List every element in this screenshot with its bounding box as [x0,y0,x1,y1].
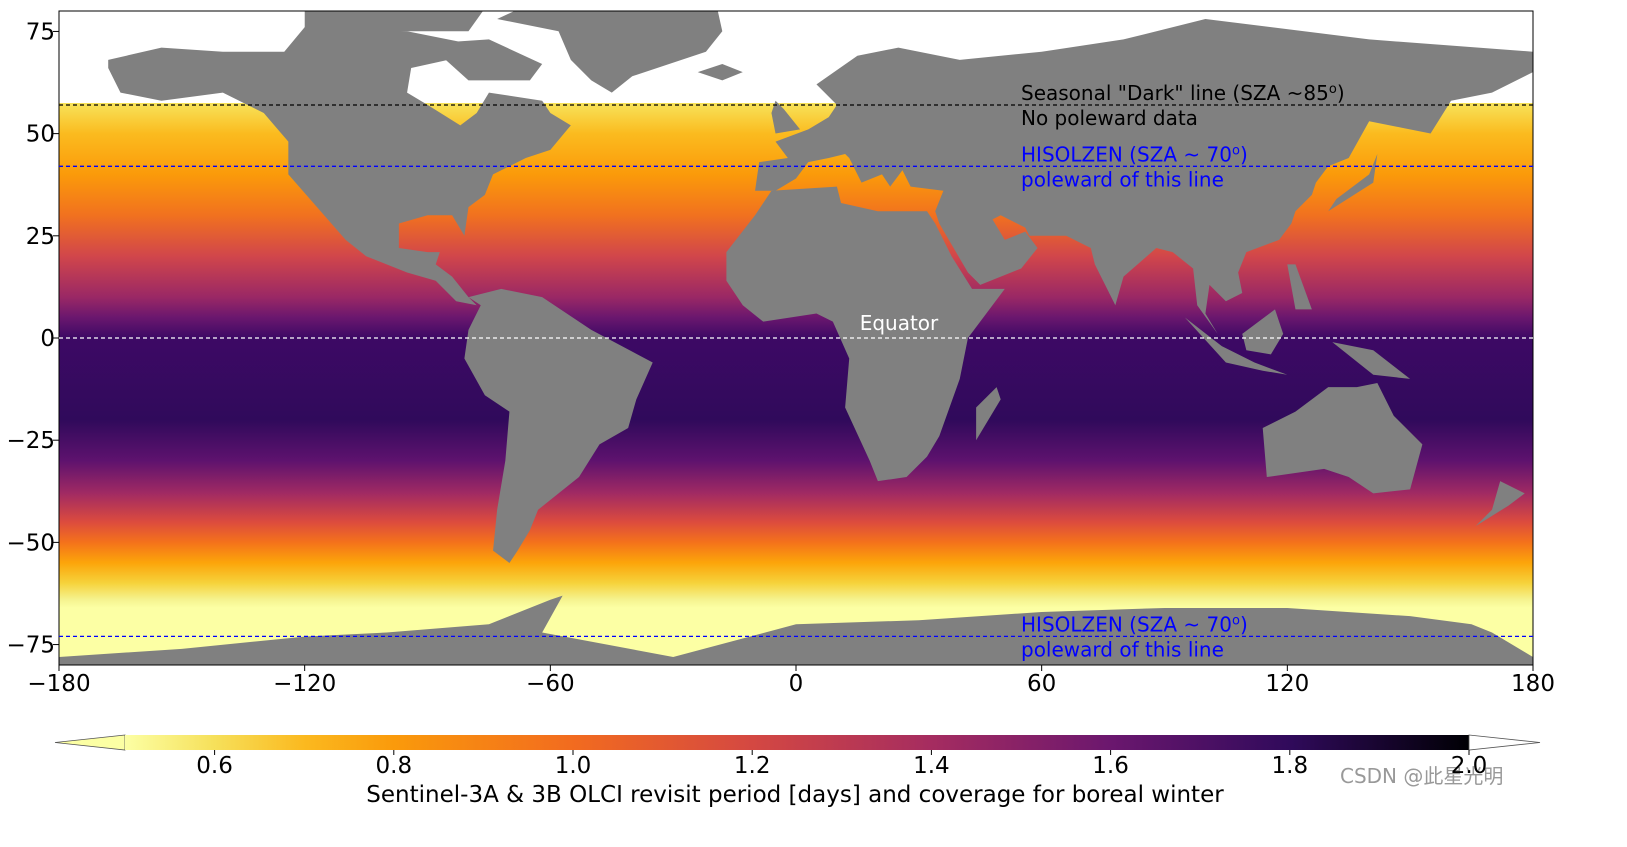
colorbar-tick-label: 0.6 [196,753,233,779]
y-tick-label: 25 [26,224,55,250]
y-tick-label: −25 [6,428,55,454]
y-tick-label: −50 [6,530,55,556]
madagascar [976,387,1001,441]
sumatra-java [1184,317,1288,375]
japan [1328,153,1378,212]
reference-sublabel: poleward of this line [1021,167,1224,191]
x-tick-label: −120 [273,671,336,697]
watermark: CSDN @此星光明 [1340,764,1503,788]
new-guinea [1332,342,1411,379]
africa [726,186,1005,482]
south-america [464,288,653,563]
philippines [1287,264,1312,310]
x-tick-label: 120 [1265,671,1309,697]
label-sup: o [1329,82,1337,97]
baffin [427,39,543,81]
reference-label: HISOLZEN (SZA ~ 70o) [1021,142,1248,166]
label-end: ) [1240,142,1248,166]
x-tick-label: 180 [1511,671,1555,697]
eurasia [755,18,1533,334]
reference-sublabel: No poleward data [1021,106,1198,130]
new-zealand [1475,481,1525,527]
colorbar [125,735,1469,750]
reference-sublabel: poleward of this line [1021,637,1224,661]
label-sup: o [1232,613,1240,628]
label-sup: o [1232,143,1240,158]
colorbar-extend-high [1468,734,1541,751]
colorbar-tick-label: 1.4 [913,753,950,779]
x-tick-label: 0 [789,671,804,697]
borneo [1242,309,1284,355]
label-end: ) [1240,612,1248,636]
colorbar-tick-label: 1.8 [1272,753,1309,779]
label-text: HISOLZEN (SZA ~ 70 [1021,142,1232,166]
colorbar-tick-label: 1.6 [1092,753,1129,779]
colorbar-extend-low [54,734,126,751]
arctic-islands [304,11,483,32]
reference-label: HISOLZEN (SZA ~ 70o) [1021,612,1248,636]
y-tick-label: 50 [26,122,55,148]
colorbar-tick-label: 1.0 [555,753,592,779]
y-tick-label: −75 [6,633,55,659]
colorbar-label: Sentinel-3A & 3B OLCI revisit period [da… [366,782,1224,808]
y-tick-label: 0 [40,326,55,352]
greenland [497,11,723,93]
x-tick-label: −60 [526,671,575,697]
antarctica [59,595,1533,665]
label-end: ) [1337,81,1345,105]
y-tick-label: 75 [26,19,55,45]
x-tick-label: 60 [1027,671,1056,697]
x-tick-label: −180 [27,671,90,697]
australia [1262,382,1423,494]
reference-label: Seasonal "Dark" line (SZA ~85o) [1021,81,1345,105]
colorbar-tick-label: 2.0 [1451,753,1488,779]
colorbar-tick-label: 1.2 [734,753,771,779]
reference-label: Equator [860,311,939,335]
colorbar-tick-label: 0.8 [376,753,413,779]
label-text: HISOLZEN (SZA ~ 70 [1021,612,1232,636]
iceland [697,63,743,81]
britain [771,100,801,134]
label-text: Seasonal "Dark" line (SZA ~85 [1021,81,1329,105]
